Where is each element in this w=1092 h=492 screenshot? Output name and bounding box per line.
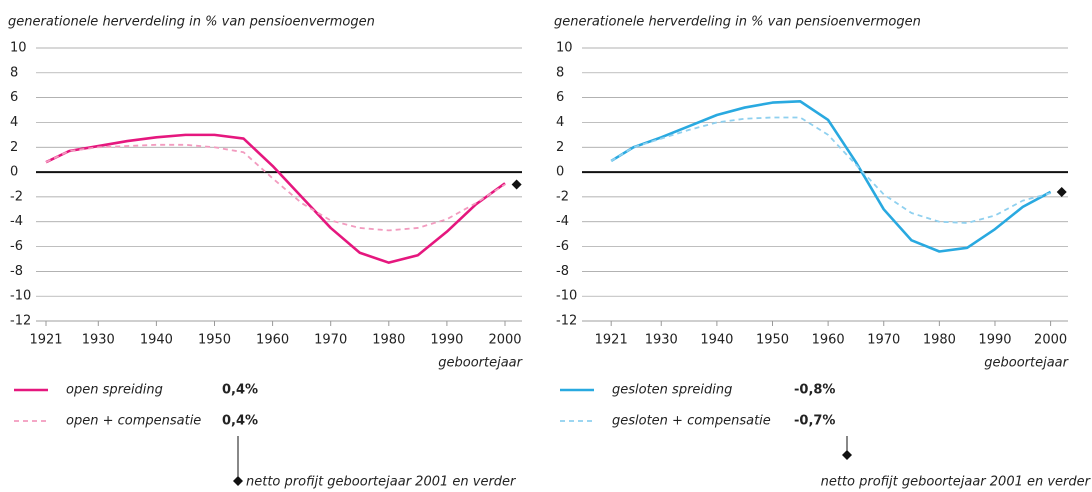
x-tick-label: 1930: [645, 333, 678, 348]
y-tick-label: -2: [556, 189, 569, 204]
x-tick-label: 1990: [430, 333, 463, 348]
legend-label: open + compensatie: [66, 414, 201, 429]
y-tick-label: -8: [10, 264, 23, 279]
x-tick-label: 1921: [595, 333, 628, 348]
summary-label: 0,4%: [222, 414, 258, 429]
netto-marker: [1056, 186, 1067, 197]
legend-label: gesloten spreiding: [612, 383, 732, 398]
y-tick-label: 6: [556, 90, 564, 105]
x-tick-label: 1950: [756, 333, 789, 348]
y-tick-label: 4: [556, 115, 564, 130]
y-tick-label: -8: [556, 264, 569, 279]
x-tick-label: 2000: [488, 333, 521, 348]
line: [610, 116, 1051, 224]
legend-marker: [233, 476, 243, 486]
x-tick-label: 1980: [372, 333, 405, 348]
y-tick-label: 10: [556, 41, 573, 56]
y-tick-label: 0: [10, 165, 18, 180]
chart-title: generationele herverdeling in % van pens…: [554, 15, 921, 30]
y-tick-label: -12: [556, 314, 577, 329]
y-tick-label: 2: [10, 140, 18, 155]
legend-label: open spreiding: [66, 383, 163, 398]
x-tick-label: 2000: [1034, 333, 1067, 348]
y-tick-label: 8: [10, 65, 18, 80]
y-tick-label: 0: [556, 165, 564, 180]
x-tick-label: 1960: [256, 333, 289, 348]
y-tick-label: -4: [10, 214, 23, 229]
netto-marker: [511, 179, 522, 190]
summary-label: -0,8%: [794, 383, 835, 398]
line: [610, 100, 1052, 253]
legend-marker: [842, 450, 852, 460]
annotation: netto profijt geboortejaar 2001 en verde…: [821, 475, 1092, 490]
legend-label: gesloten + compensatie: [612, 414, 771, 429]
chart: generationele herverdeling in % van pens…: [554, 15, 1092, 490]
chart-title: generationele herverdeling in % van pens…: [8, 15, 375, 30]
y-tick-label: 6: [10, 90, 18, 105]
x-tick-label: 1940: [140, 333, 173, 348]
x-tick-label: 1970: [314, 333, 347, 348]
x-tick-label: 1940: [700, 333, 733, 348]
y-tick-label: -6: [556, 239, 569, 254]
y-tick-label: -2: [10, 189, 23, 204]
x-tick-label: 1950: [198, 333, 231, 348]
x-tick-label: 1921: [29, 333, 62, 348]
x-tick-label: 1970: [867, 333, 900, 348]
y-tick-label: -10: [10, 289, 31, 304]
x-tick-label: 1980: [923, 333, 956, 348]
y-tick-label: 4: [10, 115, 18, 130]
y-tick-label: 10: [10, 41, 27, 56]
x-axis-label: geboortejaar: [438, 356, 523, 371]
chart: generationele herverdeling in % van pens…: [8, 15, 524, 490]
x-tick-label: 1930: [82, 333, 115, 348]
y-tick-label: 2: [556, 140, 564, 155]
line: [45, 133, 506, 264]
x-tick-label: 1960: [812, 333, 845, 348]
summary-label: 0,4%: [222, 383, 258, 398]
y-tick-label: -12: [10, 314, 31, 329]
y-tick-label: -4: [556, 214, 569, 229]
y-tick-label: 8: [556, 65, 564, 80]
y-tick-label: -10: [556, 289, 577, 304]
line: [45, 143, 506, 232]
x-axis-label: geboortejaar: [984, 356, 1069, 371]
y-tick-label: -6: [10, 239, 23, 254]
x-tick-label: 1990: [978, 333, 1011, 348]
annotation: netto profijt geboortejaar 2001 en verde…: [246, 475, 517, 490]
summary-label: -0,7%: [794, 414, 835, 429]
